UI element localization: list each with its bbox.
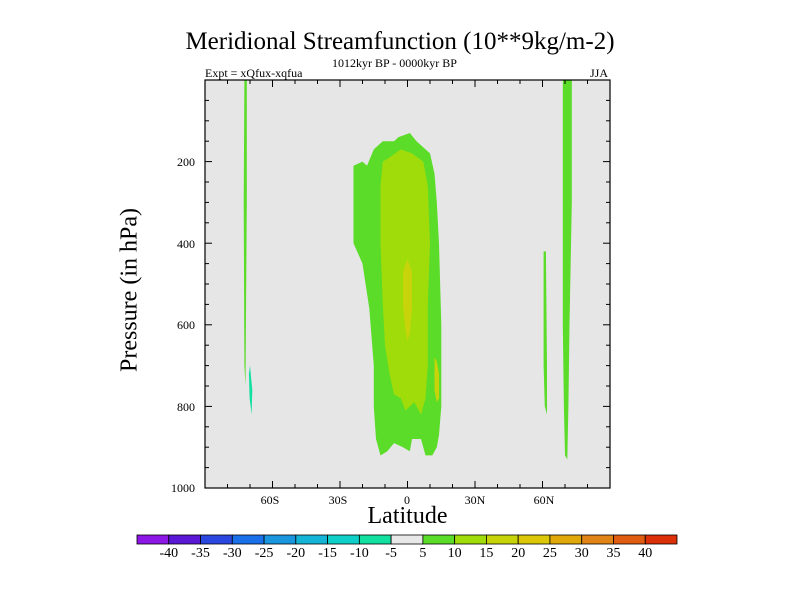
colorbar-tick-label: -15	[318, 546, 337, 561]
colorbar-tick-label: -40	[159, 546, 179, 561]
colorbar-swatch	[613, 534, 646, 545]
contour-region-arctic-left-strip	[543, 251, 547, 415]
x-axis-label: Latitude	[367, 503, 448, 529]
colorbar-tick-label: -20	[286, 546, 306, 561]
colorbar-swatch	[231, 534, 265, 545]
x-tick-label: 30S	[328, 493, 348, 507]
contour-region-antarctic-thin-positive	[243, 80, 247, 386]
colorbar-swatch	[486, 534, 519, 545]
colorbar-swatch	[200, 534, 233, 545]
x-tick-label: 0	[404, 493, 410, 507]
colorbar-tick-label: 5	[419, 546, 427, 561]
colorbar-tick-label: 25	[542, 546, 557, 561]
contour-region-arctic-right-strip	[562, 80, 572, 460]
colorbar-swatch	[644, 534, 678, 545]
colorbar-tick-label: -5	[385, 546, 397, 561]
y-tick-label: 800	[177, 400, 195, 414]
colorbar-swatch	[454, 534, 487, 545]
y-tick-label: 400	[177, 237, 195, 251]
season-label: JJA	[590, 66, 609, 80]
colorbar-tick-label: -25	[254, 546, 274, 561]
x-tick-label: 60S	[260, 493, 280, 507]
colorbar-tick-label: 10	[447, 546, 462, 561]
contour-region-tropical-cell-core	[403, 259, 412, 342]
colorbar-tick-label: 20	[511, 546, 526, 561]
colorbar-swatch	[581, 534, 614, 545]
colorbar-swatch	[390, 534, 424, 545]
colorbar-tick-label: 30	[574, 546, 589, 561]
colorbar-tick-label: 35	[606, 546, 621, 561]
colorbar-swatch	[549, 534, 583, 545]
colorbar-tick-label: -35	[191, 546, 210, 561]
colorbar-tick-label: -10	[350, 546, 369, 561]
colorbar-swatch	[136, 534, 170, 545]
colorbar-swatch	[327, 534, 360, 545]
y-axis-label: Pressure (in hPa)	[116, 208, 143, 372]
x-tick-label: 60N	[533, 493, 555, 507]
contour-region-antarctic-negative-pocket	[248, 365, 253, 415]
colorbar-tick-label: 40	[638, 546, 653, 561]
colorbar-swatch	[263, 534, 297, 545]
colorbar-swatch	[358, 534, 392, 545]
y-tick-label: 1000	[171, 481, 195, 495]
chart-subtitle: 1012kyr BP - 0000kyr BP	[332, 56, 457, 70]
colorbar-swatch	[422, 534, 456, 545]
y-tick-label: 200	[177, 155, 195, 169]
colorbar-swatch	[517, 534, 551, 545]
y-tick-label: 600	[177, 318, 195, 332]
colorbar-swatch	[295, 534, 328, 545]
chart-title: Meridional Streamfunction (10**9kg/m-2)	[185, 28, 615, 55]
colorbar-tick-label: 15	[479, 546, 494, 561]
experiment-label: Expt = xQfux-xqfua	[205, 66, 303, 80]
colorbar-tick-label: -30	[222, 546, 242, 561]
x-tick-label: 30N	[464, 493, 486, 507]
colorbar-swatch	[168, 534, 201, 545]
contour-region-tropical-cell-right-patch	[434, 357, 439, 403]
